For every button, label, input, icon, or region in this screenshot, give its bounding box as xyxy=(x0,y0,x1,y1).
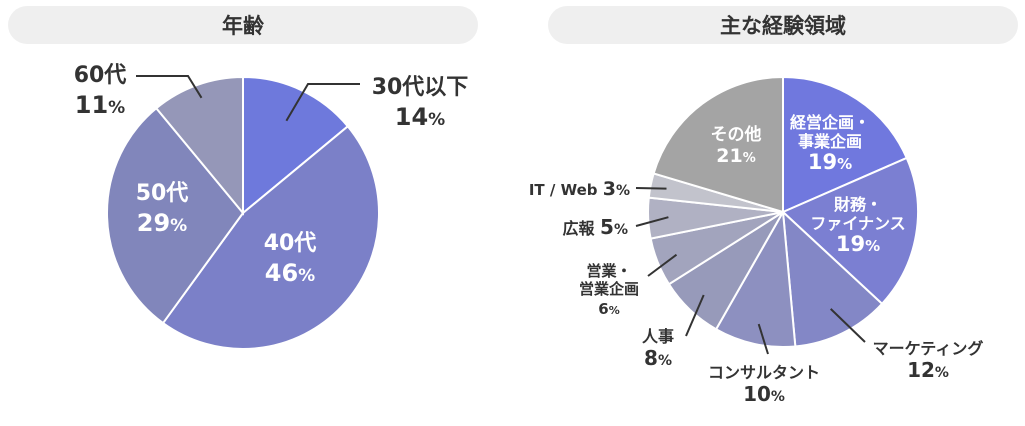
exp-value-2: 12% xyxy=(907,358,949,382)
exp-value-3: 10% xyxy=(743,382,785,406)
exp-value-4: 8% xyxy=(644,346,672,370)
exp-label-2: マーケティング xyxy=(873,339,984,358)
exp-label-7: IT / Web 3% xyxy=(529,178,630,200)
exp-label-4: 人事 xyxy=(642,327,674,346)
exp-leader-4 xyxy=(685,294,705,337)
experience-pie-svg: 経営企画・事業企画19%財務・ファイナンス19%マーケティング12%コンサルタン… xyxy=(529,75,984,406)
exp-value-1: 19% xyxy=(836,232,880,256)
exp-leader-7 xyxy=(635,187,667,190)
exp-label-3: コンサルタント xyxy=(708,363,820,382)
exp-leader-6 xyxy=(635,216,669,227)
age-leader-0 xyxy=(285,83,360,122)
age-slice-1 xyxy=(161,124,380,351)
exp-leader-5 xyxy=(647,253,678,277)
exp-value-0: 19% xyxy=(808,150,852,174)
age-label-3: 60代 xyxy=(74,63,127,88)
age-label-2: 50代 xyxy=(136,181,189,206)
age-slice-3 xyxy=(154,75,244,216)
exp-label-0-line-1: 事業企画 xyxy=(798,132,862,151)
exp-value-8: 21% xyxy=(716,145,755,167)
exp-label-8: その他 xyxy=(711,124,762,145)
exp-slice-2 xyxy=(781,209,884,348)
age-value-2: 29% xyxy=(137,209,187,237)
age-value-0: 14% xyxy=(395,103,445,131)
exp-label-6: 広報 5% xyxy=(562,215,628,239)
age-chart: 年齢 30代以下 14% 40代 46% 50代 29% 60代 11% xyxy=(0,0,490,426)
exp-value-5: 6% xyxy=(598,300,619,318)
exp-leader-2 xyxy=(830,308,866,343)
exp-leader-3 xyxy=(757,323,769,355)
age-chart-title: 年齢 xyxy=(8,6,478,44)
age-leader-3 xyxy=(136,75,203,99)
exp-slice-1 xyxy=(781,156,920,306)
age-slice-0 xyxy=(242,75,350,216)
exp-slice-8 xyxy=(652,75,784,214)
age-value-3: 11% xyxy=(75,91,125,119)
exp-label-1-line-0: 財務・ xyxy=(834,195,882,214)
exp-slice-0 xyxy=(782,75,909,214)
age-label-1: 40代 xyxy=(264,231,317,256)
exp-label-1-line-1: ファイナンス xyxy=(810,214,905,233)
age-slice-2 xyxy=(106,106,245,325)
exp-slice-3 xyxy=(714,208,797,348)
exp-label-5-line-1: 営業企画 xyxy=(579,280,639,298)
exp-label-0-line-0: 経営企画・ xyxy=(790,113,870,132)
age-label-0: 30代以下 xyxy=(372,75,469,100)
age-value-1: 46% xyxy=(265,259,315,287)
experience-chart-title: 主な経験領域 xyxy=(548,6,1018,44)
exp-label-5-line-0: 営業・ xyxy=(586,262,631,280)
experience-chart: 主な経験領域 経営企画・ 事業企画 19% 財務・ ファイナンス 19% マーケティング 12… xyxy=(529,0,1025,426)
age-pie-svg: 30代以下 14% 40代 46% 50代 29% 60代 11% xyxy=(74,63,469,351)
